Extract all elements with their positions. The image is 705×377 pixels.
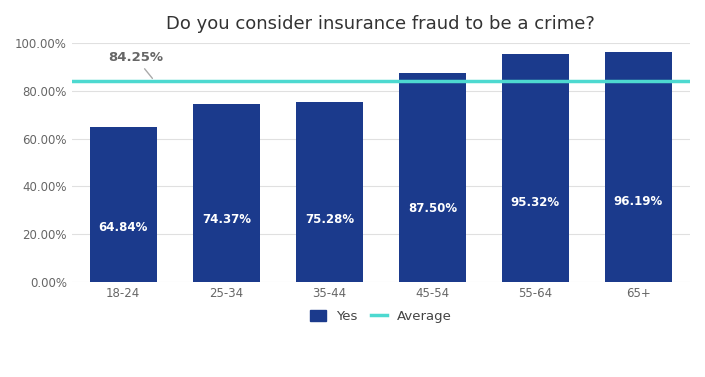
Text: 84.25%: 84.25% [108, 51, 163, 78]
Bar [605, 52, 672, 282]
Title: Do you consider insurance fraud to be a crime?: Do you consider insurance fraud to be a … [166, 15, 595, 33]
Text: 75.28%: 75.28% [305, 213, 354, 225]
Bar [90, 127, 157, 282]
Text: 74.37%: 74.37% [202, 213, 251, 226]
Legend: Yes, Average: Yes, Average [305, 305, 458, 328]
Bar [399, 73, 466, 282]
Text: 96.19%: 96.19% [614, 195, 663, 208]
Bar [192, 104, 259, 282]
Text: 87.50%: 87.50% [407, 202, 457, 215]
Bar [502, 54, 569, 282]
Text: 64.84%: 64.84% [99, 221, 148, 234]
Bar [296, 102, 363, 282]
Text: 95.32%: 95.32% [511, 196, 560, 209]
